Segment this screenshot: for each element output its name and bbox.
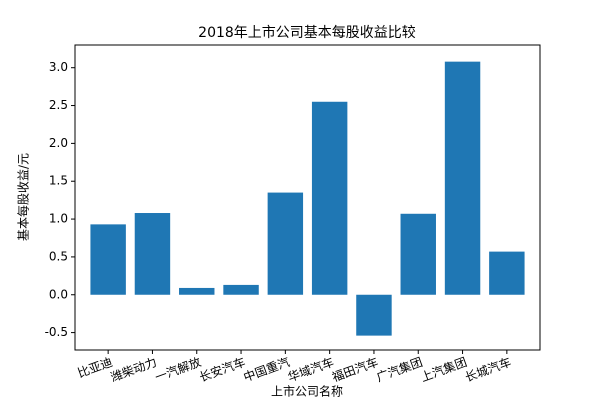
x-tick-label: 上汽集团	[419, 354, 469, 385]
y-tick-label: -0.5	[45, 325, 68, 339]
x-tick-label: 潍柴动力	[109, 355, 159, 385]
x-tick-label: 比亚迪	[76, 355, 115, 380]
y-axis-label: 基本每股收益/元	[16, 153, 31, 241]
y-tick-label: 0.5	[49, 249, 68, 263]
bar	[223, 284, 259, 295]
y-tick-label: 1.5	[49, 174, 68, 188]
bar	[356, 294, 392, 336]
x-tick-label: 长安汽车	[197, 354, 247, 385]
bar	[134, 213, 171, 295]
x-tick-label: 华域汽车	[286, 354, 336, 385]
chart-title: 2018年上市公司基本每股收益比较	[198, 24, 416, 41]
bar	[311, 101, 348, 295]
x-axis-label: 上市公司名称	[271, 384, 343, 399]
y-tick-label: 2.5	[49, 98, 68, 112]
y-tick-label: 2.0	[49, 136, 68, 150]
bar	[267, 192, 304, 295]
y-tick-label: 0.0	[49, 287, 68, 301]
y-tick-label: 1.0	[49, 212, 68, 226]
x-tick-label: 长城汽车	[463, 354, 513, 385]
x-tick-label: 福田汽车	[330, 354, 380, 385]
x-tick-label: 中国重汽	[241, 354, 291, 385]
x-tick-label: 一汽解放	[153, 354, 203, 385]
x-tick-label: 广汽集团	[374, 354, 424, 385]
bar	[400, 213, 436, 295]
bar	[90, 224, 126, 295]
bar	[444, 61, 481, 295]
y-tick-label: 3.0	[49, 60, 68, 74]
plot-frame	[74, 44, 541, 351]
bar	[179, 287, 215, 295]
bar	[489, 251, 525, 295]
